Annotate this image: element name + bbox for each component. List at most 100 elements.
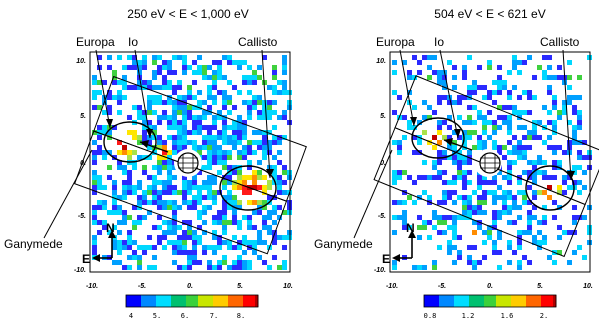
heatmap-cell [437, 220, 442, 225]
heatmap-cell [227, 155, 232, 160]
heatmap-cell [92, 215, 97, 220]
heatmap-cell [487, 110, 492, 115]
heatmap-cell [277, 235, 282, 240]
heatmap-cell [187, 260, 192, 265]
heatmap-cell [482, 125, 487, 130]
heatmap-cell [437, 175, 442, 180]
left-callisto-ellipse [219, 165, 277, 211]
heatmap-cell [217, 240, 222, 245]
heatmap-cell [217, 60, 222, 65]
heatmap-cell [137, 60, 142, 65]
heatmap-cell [112, 195, 117, 200]
heatmap-cell [227, 205, 232, 210]
svg-text:10.: 10. [583, 283, 593, 290]
heatmap-cell [172, 105, 177, 110]
heatmap-cell [157, 215, 162, 220]
heatmap-cell [147, 85, 152, 90]
heatmap-cell [527, 110, 532, 115]
heatmap-cell [462, 195, 467, 200]
heatmap-cell [252, 80, 257, 85]
heatmap-cell [502, 155, 507, 160]
heatmap-cell [117, 160, 122, 165]
heatmap-cell [462, 170, 467, 175]
heatmap-cell [192, 140, 197, 145]
heatmap-cell [97, 90, 102, 95]
heatmap-cell [452, 150, 457, 155]
heatmap-cell [197, 235, 202, 240]
heatmap-cell [237, 220, 242, 225]
heatmap-cell [217, 145, 222, 150]
heatmap-cell [432, 265, 437, 270]
heatmap-cell [452, 155, 457, 160]
heatmap-cell [522, 200, 527, 205]
colorbar-segment [126, 295, 130, 307]
heatmap-cell [177, 95, 182, 100]
heatmap-cell [432, 175, 437, 180]
heatmap-cell [232, 135, 237, 140]
right-callisto-ellipse [525, 165, 575, 211]
heatmap-cell [497, 115, 502, 120]
colorbar-segment [213, 295, 217, 307]
heatmap-cell [227, 95, 232, 100]
heatmap-cell [182, 220, 187, 225]
heatmap-cell [217, 210, 222, 215]
heatmap-cell [467, 205, 472, 210]
heatmap-cell [252, 210, 257, 215]
svg-text:0.: 0. [380, 160, 386, 167]
heatmap-cell [467, 105, 472, 110]
heatmap-cell [172, 100, 177, 105]
heatmap-cell [222, 130, 227, 135]
heatmap-cell [152, 255, 157, 260]
heatmap-cell [447, 180, 452, 185]
heatmap-cell [427, 115, 432, 120]
heatmap-cell [257, 145, 262, 150]
heatmap-cell [132, 220, 137, 225]
colorbar-segment [201, 295, 205, 307]
heatmap-cell [222, 95, 227, 100]
heatmap-cell [237, 225, 242, 230]
heatmap-cell [167, 240, 172, 245]
heatmap-cell [137, 105, 142, 110]
heatmap-cell [137, 265, 142, 270]
svg-text:1.6: 1.6 [501, 312, 514, 320]
heatmap-cell [162, 150, 167, 155]
heatmap-cell [457, 170, 462, 175]
heatmap-cell [252, 70, 257, 75]
heatmap-cell [282, 170, 287, 175]
colorbar-segment [246, 295, 250, 307]
heatmap-cell [542, 160, 547, 165]
heatmap-cell [107, 110, 112, 115]
heatmap-cell [557, 185, 562, 190]
heatmap-cell [227, 150, 232, 155]
heatmap-cell [192, 205, 197, 210]
heatmap-cell [472, 105, 477, 110]
left-colorbar-ticks: 4 5. 6. 7. 8. [129, 312, 245, 320]
colorbar-segment [132, 295, 136, 307]
heatmap-cell [137, 195, 142, 200]
heatmap-cell [202, 115, 207, 120]
heatmap-cell [527, 170, 532, 175]
heatmap-cell [197, 200, 202, 205]
heatmap-cell [152, 75, 157, 80]
heatmap-cell [247, 150, 252, 155]
heatmap-cell [152, 195, 157, 200]
heatmap-cell [127, 235, 132, 240]
heatmap-cell [467, 150, 472, 155]
colorbar-segment [219, 295, 223, 307]
heatmap-cell [277, 175, 282, 180]
svg-text:-10.: -10. [86, 283, 98, 290]
colorbar-segment [228, 295, 232, 307]
heatmap-cell [182, 265, 187, 270]
heatmap-cell [182, 130, 187, 135]
heatmap-cell [467, 55, 472, 60]
heatmap-cell [262, 240, 267, 245]
heatmap-cell [112, 125, 117, 130]
heatmap-cell [272, 220, 277, 225]
heatmap-cell [282, 260, 287, 265]
heatmap-cell [97, 55, 102, 60]
heatmap-cell [112, 190, 117, 195]
heatmap-cell [202, 100, 207, 105]
heatmap-cell [267, 180, 272, 185]
heatmap-cell [482, 180, 487, 185]
colorbar-segment [424, 295, 428, 307]
